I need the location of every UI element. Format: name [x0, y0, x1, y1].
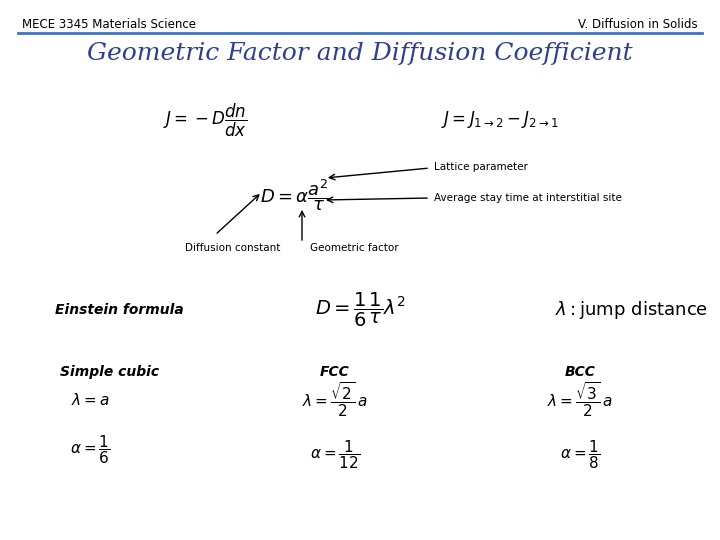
Text: $J=-D\dfrac{dn}{dx}$: $J=-D\dfrac{dn}{dx}$ — [163, 102, 247, 139]
Text: $J=J_{1\rightarrow 2}-J_{2\rightarrow 1}$: $J=J_{1\rightarrow 2}-J_{2\rightarrow 1}… — [441, 110, 559, 131]
Text: $\alpha=\dfrac{1}{12}$: $\alpha=\dfrac{1}{12}$ — [310, 438, 360, 471]
Text: Diffusion constant: Diffusion constant — [185, 243, 280, 253]
Text: Simple cubic: Simple cubic — [60, 365, 159, 379]
Text: Geometric factor: Geometric factor — [310, 243, 399, 253]
Text: $\lambda:\mathrm{jump\ distance}$: $\lambda:\mathrm{jump\ distance}$ — [555, 299, 708, 321]
Text: $\alpha=\dfrac{1}{6}$: $\alpha=\dfrac{1}{6}$ — [70, 434, 110, 467]
Text: Average stay time at interstitial site: Average stay time at interstitial site — [434, 193, 622, 203]
Text: $\lambda=\dfrac{\sqrt{3}}{2}\,a$: $\lambda=\dfrac{\sqrt{3}}{2}\,a$ — [547, 381, 613, 420]
Text: $\alpha=\dfrac{1}{8}$: $\alpha=\dfrac{1}{8}$ — [559, 438, 600, 471]
Text: $\lambda=\dfrac{\sqrt{2}}{2}\,a$: $\lambda=\dfrac{\sqrt{2}}{2}\,a$ — [302, 381, 368, 420]
Text: Geometric Factor and Diffusion Coefficient: Geometric Factor and Diffusion Coefficie… — [87, 42, 633, 65]
Text: FCC: FCC — [320, 365, 350, 379]
Text: $D=\dfrac{1}{6}\dfrac{1}{\tau}\lambda^{2}$: $D=\dfrac{1}{6}\dfrac{1}{\tau}\lambda^{2… — [315, 291, 405, 329]
Text: Einstein formula: Einstein formula — [55, 303, 184, 317]
Text: $\lambda=a$: $\lambda=a$ — [71, 392, 109, 408]
Text: MECE 3345 Materials Science: MECE 3345 Materials Science — [22, 18, 196, 31]
Text: $D=\alpha\dfrac{a^{2}}{\tau}$: $D=\alpha\dfrac{a^{2}}{\tau}$ — [260, 177, 330, 213]
Text: BCC: BCC — [564, 365, 595, 379]
Text: Lattice parameter: Lattice parameter — [434, 162, 528, 172]
Text: V. Diffusion in Solids: V. Diffusion in Solids — [578, 18, 698, 31]
